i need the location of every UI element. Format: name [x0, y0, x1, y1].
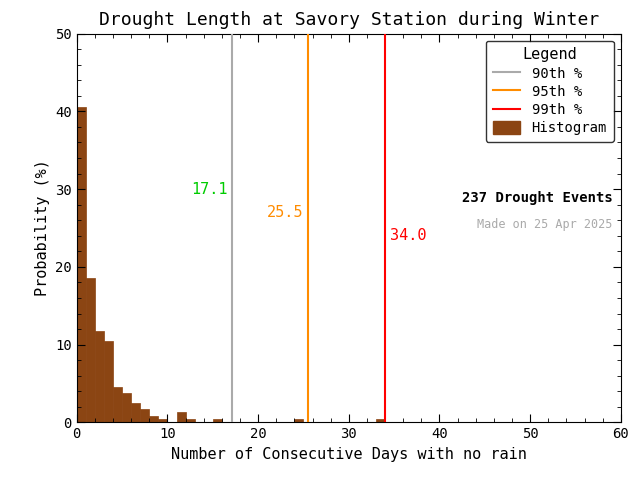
Bar: [131, 403, 140, 422]
Bar: [294, 420, 303, 422]
Text: 25.5: 25.5: [267, 205, 303, 220]
X-axis label: Number of Consecutive Days with no rain: Number of Consecutive Days with no rain: [171, 447, 527, 462]
Bar: [86, 278, 95, 422]
Text: 237 Drought Events: 237 Drought Events: [462, 191, 612, 205]
Bar: [149, 416, 158, 422]
Text: Made on 25 Apr 2025: Made on 25 Apr 2025: [477, 218, 612, 231]
Bar: [376, 420, 385, 422]
Bar: [186, 420, 195, 422]
Bar: [158, 420, 168, 422]
Bar: [104, 341, 113, 422]
Y-axis label: Probability (%): Probability (%): [35, 159, 50, 297]
Text: 34.0: 34.0: [390, 228, 426, 243]
Legend: 90th %, 95th %, 99th %, Histogram: 90th %, 95th %, 99th %, Histogram: [486, 40, 614, 142]
Bar: [113, 386, 122, 422]
Title: Drought Length at Savory Station during Winter: Drought Length at Savory Station during …: [99, 11, 599, 29]
Bar: [77, 108, 86, 422]
Bar: [95, 331, 104, 422]
Bar: [212, 420, 222, 422]
Bar: [177, 412, 186, 422]
Text: 17.1: 17.1: [191, 181, 227, 197]
Bar: [140, 409, 149, 422]
Bar: [122, 393, 131, 422]
